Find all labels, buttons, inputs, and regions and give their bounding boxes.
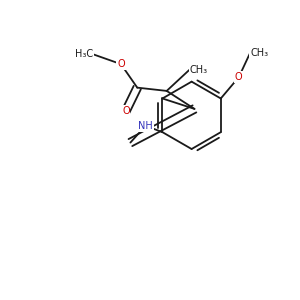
Text: O: O [122,106,130,116]
Text: O: O [117,59,125,69]
Text: H₃C: H₃C [75,49,93,59]
Text: CH₃: CH₃ [250,48,268,58]
Text: NH: NH [138,121,153,131]
Text: CH₃: CH₃ [190,65,208,75]
Text: O: O [235,72,243,82]
